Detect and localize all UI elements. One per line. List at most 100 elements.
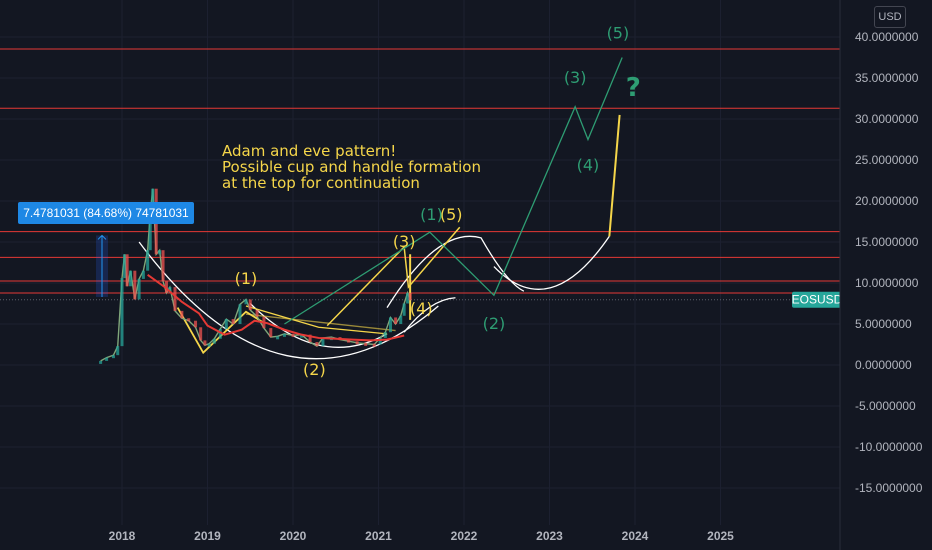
price-candle [137,278,141,300]
price-candle [231,319,235,324]
y-tick-label: 40.0000000 [855,30,919,44]
wave-label: (5) [440,205,463,224]
x-tick-label: 2025 [707,529,734,543]
wave-label: (1) [235,269,258,288]
price-candle [364,342,368,346]
drawn-shapes [138,57,623,360]
price-candle [315,342,319,347]
price-candle [116,346,120,356]
price-candle [111,355,115,359]
price-candle [187,318,191,322]
price-candle [300,334,304,338]
price-candle [308,334,312,343]
price-candle [224,319,228,329]
price-axis: 45.0000000 40.0000000 35.0000000 30.0000000… [839,0,932,550]
measure-label: 7.4781031 (84.68%) 74781031 [23,206,189,220]
time-axis: 2018 2019 2020 2021 2022 2023 2024 2025 [109,529,735,543]
price-candle [123,254,127,279]
price-candle [105,357,109,361]
price-candle [194,320,198,328]
price-candle [291,333,295,337]
projected-cup-arc [493,235,610,290]
wave-label: (5) [607,24,630,43]
y-tick-label: 0.0000000 [855,358,912,372]
y-tick-label: 25.0000000 [855,153,919,167]
pattern-annotation: Adam and eve pattern!Possible cup and ha… [222,142,481,192]
y-tick-label: 30.0000000 [855,112,919,126]
price-candle [238,304,242,324]
y-tick-label: -10.0000000 [855,440,923,454]
wave-label: (4) [577,156,600,175]
price-candle [158,250,162,255]
wave-label: (2) [303,360,326,379]
price-axis-background [840,0,932,550]
yellow-wave-1 [176,307,264,355]
price-candle [347,339,351,343]
price-candle [164,281,168,293]
measure-box [18,202,194,224]
rising-arc [403,297,456,333]
price-candle [372,343,376,347]
price-candle [388,317,392,333]
price-candle [269,328,273,338]
y-tick-label: 20.0000000 [855,194,919,208]
measure-arrowhead [97,234,107,240]
price-candle [203,340,207,346]
y-tick-label: -15.0000000 [855,481,923,495]
y-tick-label: 5.0000000 [855,317,912,331]
price-candle [168,287,172,293]
x-tick-label: 2019 [194,529,221,543]
y-tick-label: 10.0000000 [855,276,919,290]
price-candle [151,188,155,214]
x-tick-label: 2020 [280,529,307,543]
annotation-line: at the top for continuation [222,174,420,192]
measure-tool: 7.4781031 (84.68%) 74781031 [18,202,194,297]
x-tick-label: 2023 [536,529,563,543]
currency-unit-button[interactable]: USD [874,6,906,28]
price-candle [408,292,412,301]
x-tick-label: 2018 [109,529,136,543]
y-tick-label: 35.0000000 [855,71,919,85]
wave-label: ? [626,73,641,103]
price-candle [161,250,165,282]
green-wave-projection [284,57,623,325]
price-candle [212,338,216,344]
price-candle [399,315,403,324]
price-candle [180,310,184,319]
price-candle [321,337,325,347]
yellow-trendline-2 [245,313,396,332]
symbol-tag-label: EOSUSD [792,293,843,307]
price-candle [255,310,259,317]
price-candle [282,333,286,337]
annotation-line: Possible cup and handle formation [222,158,481,176]
price-candle [99,360,103,364]
price-candle [406,292,410,304]
x-tick-label: 2022 [451,529,478,543]
wave-label: (4) [410,299,433,318]
yellow-wave-2 [326,226,461,327]
price-candle [120,278,124,347]
chart-grid [0,0,840,525]
wave-label: (2) [483,314,506,333]
price-candle [248,299,252,311]
price-candle [244,299,248,305]
price-series [99,188,412,364]
x-tick-label: 2021 [365,529,392,543]
price-candle [141,270,145,279]
moving-average-line [147,273,405,342]
wave-label: (3) [564,68,587,87]
price-candle [146,250,150,271]
wave-label: (1) [420,205,443,224]
price-candle [207,343,211,347]
price-candle [378,337,382,345]
price-candle [129,270,133,287]
price-candle [148,213,152,251]
price-candle [218,328,222,339]
price-candle [383,332,387,338]
price-candle [133,270,137,300]
price-candle [199,327,203,341]
wave-labels: (1)(2)(3)(4)(5)(1)(2)(3)(4)(5)? [235,24,641,379]
price-candle [355,341,359,345]
x-tick-label: 2024 [622,529,649,543]
